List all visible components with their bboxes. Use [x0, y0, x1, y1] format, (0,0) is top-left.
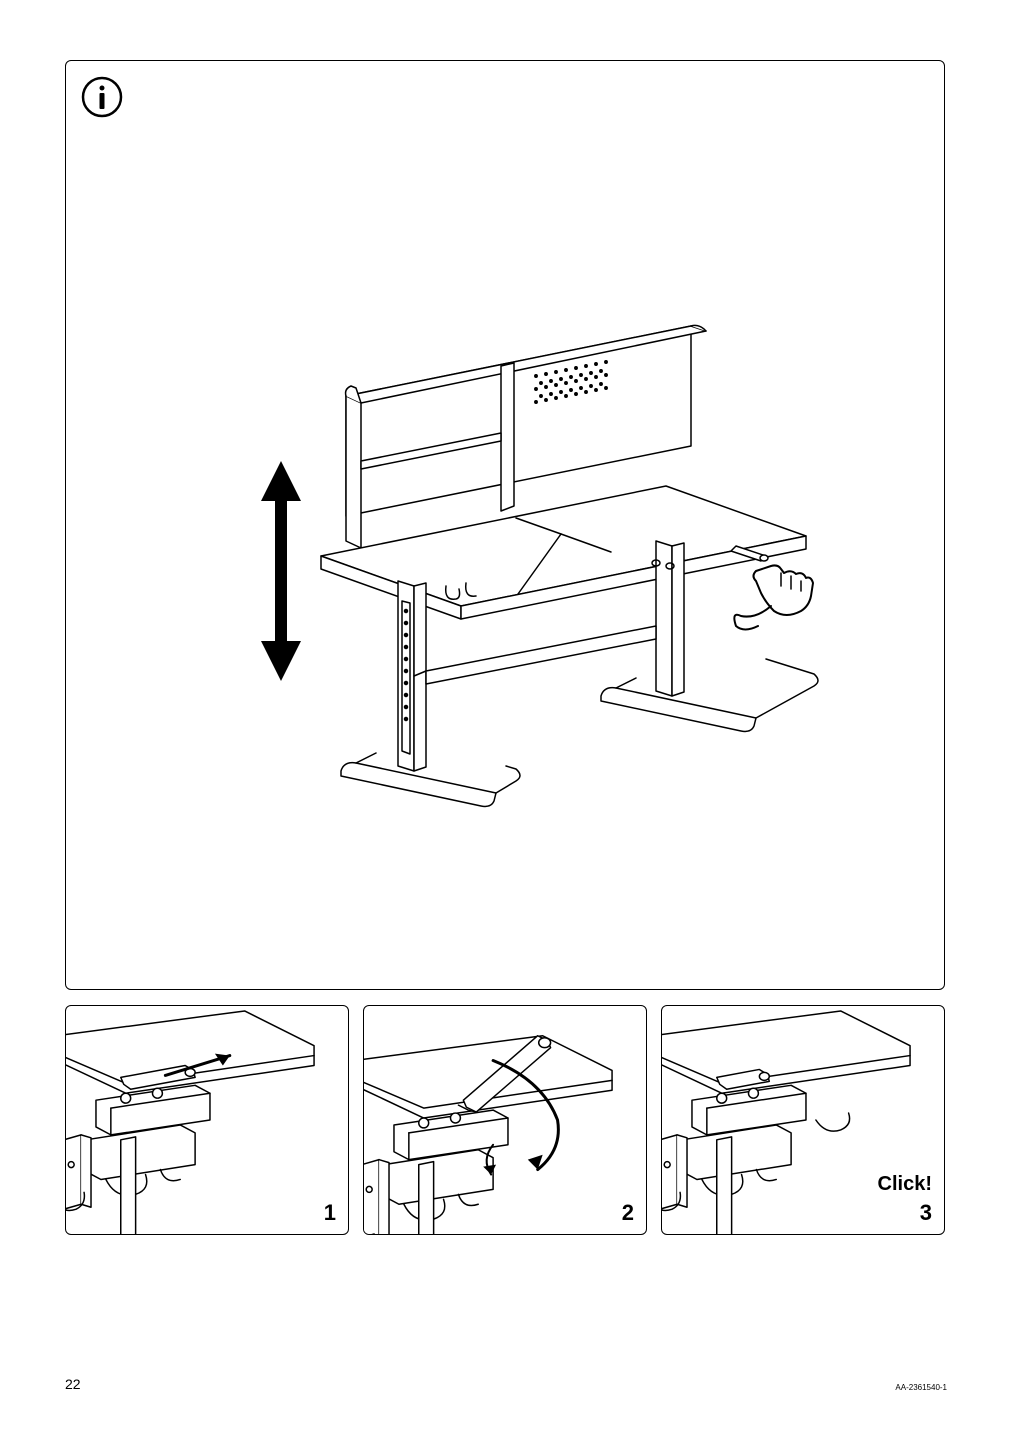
panel-number-1: 1: [324, 1200, 336, 1226]
height-arrow: [261, 461, 301, 681]
desk-illustration: [166, 211, 846, 831]
detail-panel-1: 1: [65, 1005, 349, 1235]
pointing-hand-icon: [734, 565, 813, 629]
click-label: Click!: [878, 1173, 932, 1196]
info-icon: [81, 76, 123, 118]
instruction-page: 1: [65, 60, 945, 1350]
panel-number-3: 3: [920, 1200, 932, 1226]
crank-mechanism: [682, 1069, 806, 1179]
page-number: 22: [65, 1376, 81, 1392]
detail-panel-3: Click! 3: [661, 1005, 945, 1235]
detail-panel-2: 2: [363, 1005, 647, 1235]
detail-panels-row: 1: [65, 1005, 945, 1235]
main-instruction-panel: [65, 60, 945, 990]
panel-number-2: 2: [622, 1200, 634, 1226]
document-id: AA-2361540-1: [895, 1383, 947, 1392]
